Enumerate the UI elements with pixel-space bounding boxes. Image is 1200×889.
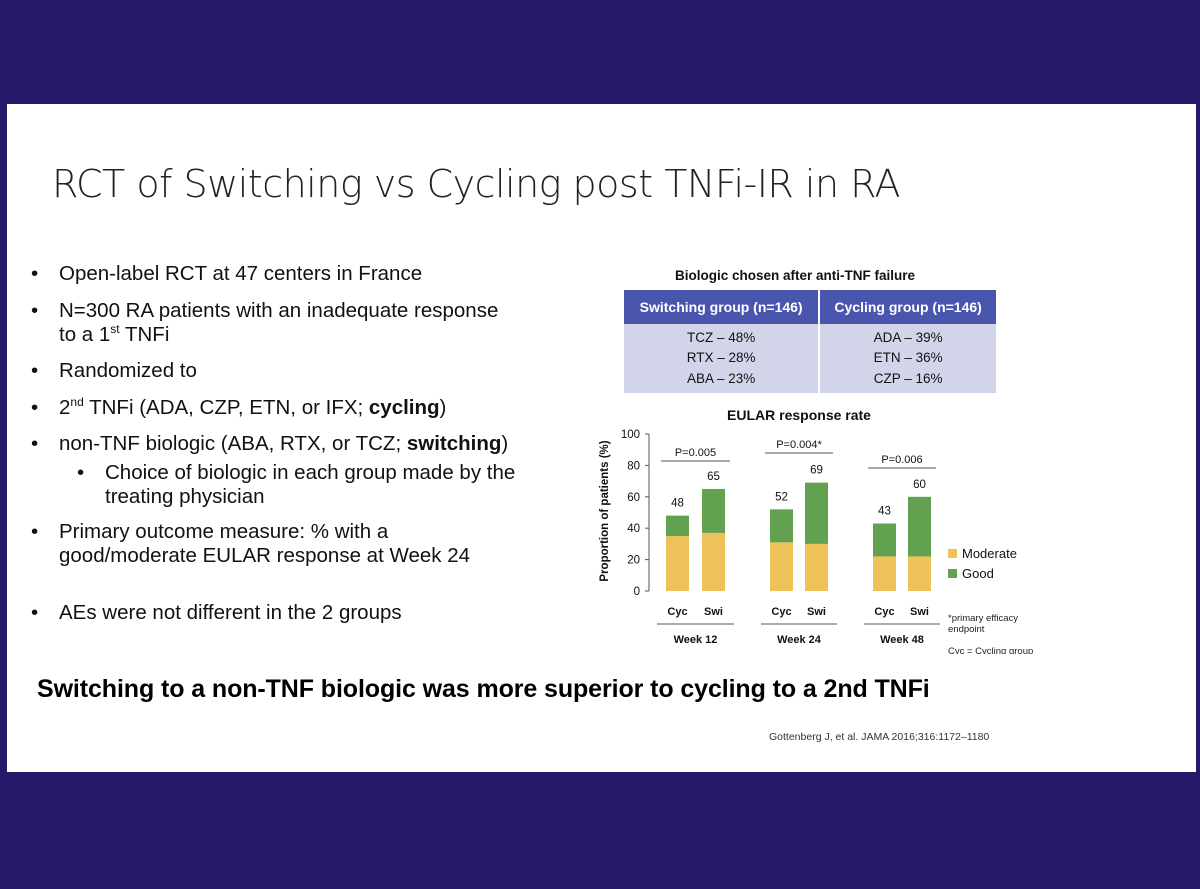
bullet-text: Randomized to: [59, 359, 197, 382]
bullet-text: N=300 RA patients with an inadequate res…: [59, 299, 499, 346]
x-tick-label: Cyc: [667, 606, 687, 618]
bullet-text: 2nd TNFi (ADA, CZP, ETN, or IFX; cycling…: [59, 395, 447, 419]
legend-label: Moderate: [962, 546, 1017, 561]
bar-total-label: 43: [878, 505, 891, 517]
chart-note: endpoint: [948, 624, 985, 635]
bullet-text: non-TNF biologic (ABA, RTX, or TCZ; swit…: [59, 432, 509, 455]
bullet-dot: •: [77, 461, 85, 484]
group-label: Week 12: [674, 634, 718, 646]
bar-good: [702, 488, 725, 533]
bar-total-label: 52: [775, 491, 788, 503]
y-tick-label: 0: [634, 586, 640, 598]
table-cell-line: CZP – 16%: [873, 370, 943, 386]
bullet-text: Open-label RCT at 47 centers in France: [59, 262, 423, 285]
bullet-text: Choice of biologic in each group made by…: [105, 461, 516, 508]
table-cell-line: ABA – 23%: [686, 370, 756, 386]
bar-moderate: [873, 556, 896, 591]
slide: RCT of Switching vs Cycling post TNFi-IR…: [7, 104, 1196, 772]
slide-title: RCT of Switching vs Cycling post TNFi-IR…: [52, 162, 900, 206]
chart-title: EULAR response rate: [727, 407, 871, 423]
x-tick-label: Swi: [807, 606, 826, 618]
bar-good: [666, 515, 689, 537]
bullet-text: AEs were not different in the 2 groups: [59, 601, 402, 624]
bullet-dot: •: [31, 601, 39, 624]
bullet-dot: •: [31, 396, 39, 419]
group-label: Week 24: [777, 634, 822, 646]
bar-good: [770, 509, 793, 543]
bullet-dot: •: [31, 432, 39, 455]
legend-label: Good: [962, 566, 994, 581]
table-cell-line: ETN – 36%: [873, 350, 943, 366]
p-value-label: P=0.006: [881, 454, 922, 466]
y-tick-label: 100: [621, 429, 640, 441]
y-axis-label: Proportion of patients (%): [599, 440, 611, 581]
p-value-label: P=0.004*: [776, 439, 822, 451]
bar-good: [805, 482, 828, 544]
bar-moderate: [666, 536, 689, 591]
bar-good: [908, 496, 931, 557]
group-label: Week 48: [880, 634, 924, 646]
bullet-text: Primary outcome measure: % with a good/mo…: [59, 520, 471, 567]
table-header-cycling: Cycling group (n=146): [819, 290, 996, 324]
x-tick-label: Cyc: [771, 606, 791, 618]
chart-note: Cyc = Cycling group: [948, 646, 1033, 654]
conclusion-text: Switching to a non-TNF biologic was more…: [37, 675, 930, 703]
y-tick-label: 60: [627, 492, 640, 504]
bar-total-label: 60: [913, 479, 926, 491]
citation-text: Gottenberg J, et al. JAMA 2016;316:1172–…: [769, 731, 990, 743]
p-value-label: P=0.005: [675, 447, 716, 459]
biologic-table: Switching group (n=146) Cycling group (n…: [624, 290, 996, 393]
eular-chart: EULAR response rate Proportion of patient…: [599, 407, 1033, 654]
table-header-switching: Switching group (n=146): [624, 290, 821, 324]
bar-total-label: 69: [810, 465, 823, 477]
chart-note: *primary efficacy: [948, 613, 1018, 624]
bar-good: [873, 523, 896, 557]
x-tick-label: Swi: [704, 606, 723, 618]
bar-moderate: [702, 532, 725, 591]
bullet-dot: •: [31, 520, 39, 543]
legend-swatch: [948, 549, 957, 558]
bar-moderate: [805, 543, 828, 591]
table-cell-line: RTX – 28%: [686, 350, 756, 366]
bullet-dot: •: [31, 299, 39, 322]
x-tick-label: Swi: [910, 606, 929, 618]
bar-moderate: [908, 556, 931, 591]
bar-total-label: 48: [671, 498, 684, 510]
bullet-dot: •: [31, 359, 39, 382]
table-cell-line: ADA – 39%: [873, 329, 943, 345]
table-caption: Biologic chosen after anti-TNF failure: [675, 268, 916, 283]
y-tick-label: 80: [627, 460, 640, 472]
table-cell-cycling: ADA – 39% ETN – 36% CZP – 16%: [819, 324, 996, 393]
bar-moderate: [770, 542, 793, 591]
table-cell-line: TCZ – 48%: [686, 329, 756, 345]
legend-swatch: [948, 569, 957, 578]
x-tick-label: Cyc: [874, 606, 894, 618]
table-cell-switching: TCZ – 48% RTX – 28% ABA – 23%: [624, 324, 821, 393]
y-tick-label: 40: [627, 523, 640, 535]
y-tick-label: 20: [627, 555, 640, 567]
bar-total-label: 65: [707, 471, 720, 483]
bullet-dot: •: [31, 262, 39, 285]
